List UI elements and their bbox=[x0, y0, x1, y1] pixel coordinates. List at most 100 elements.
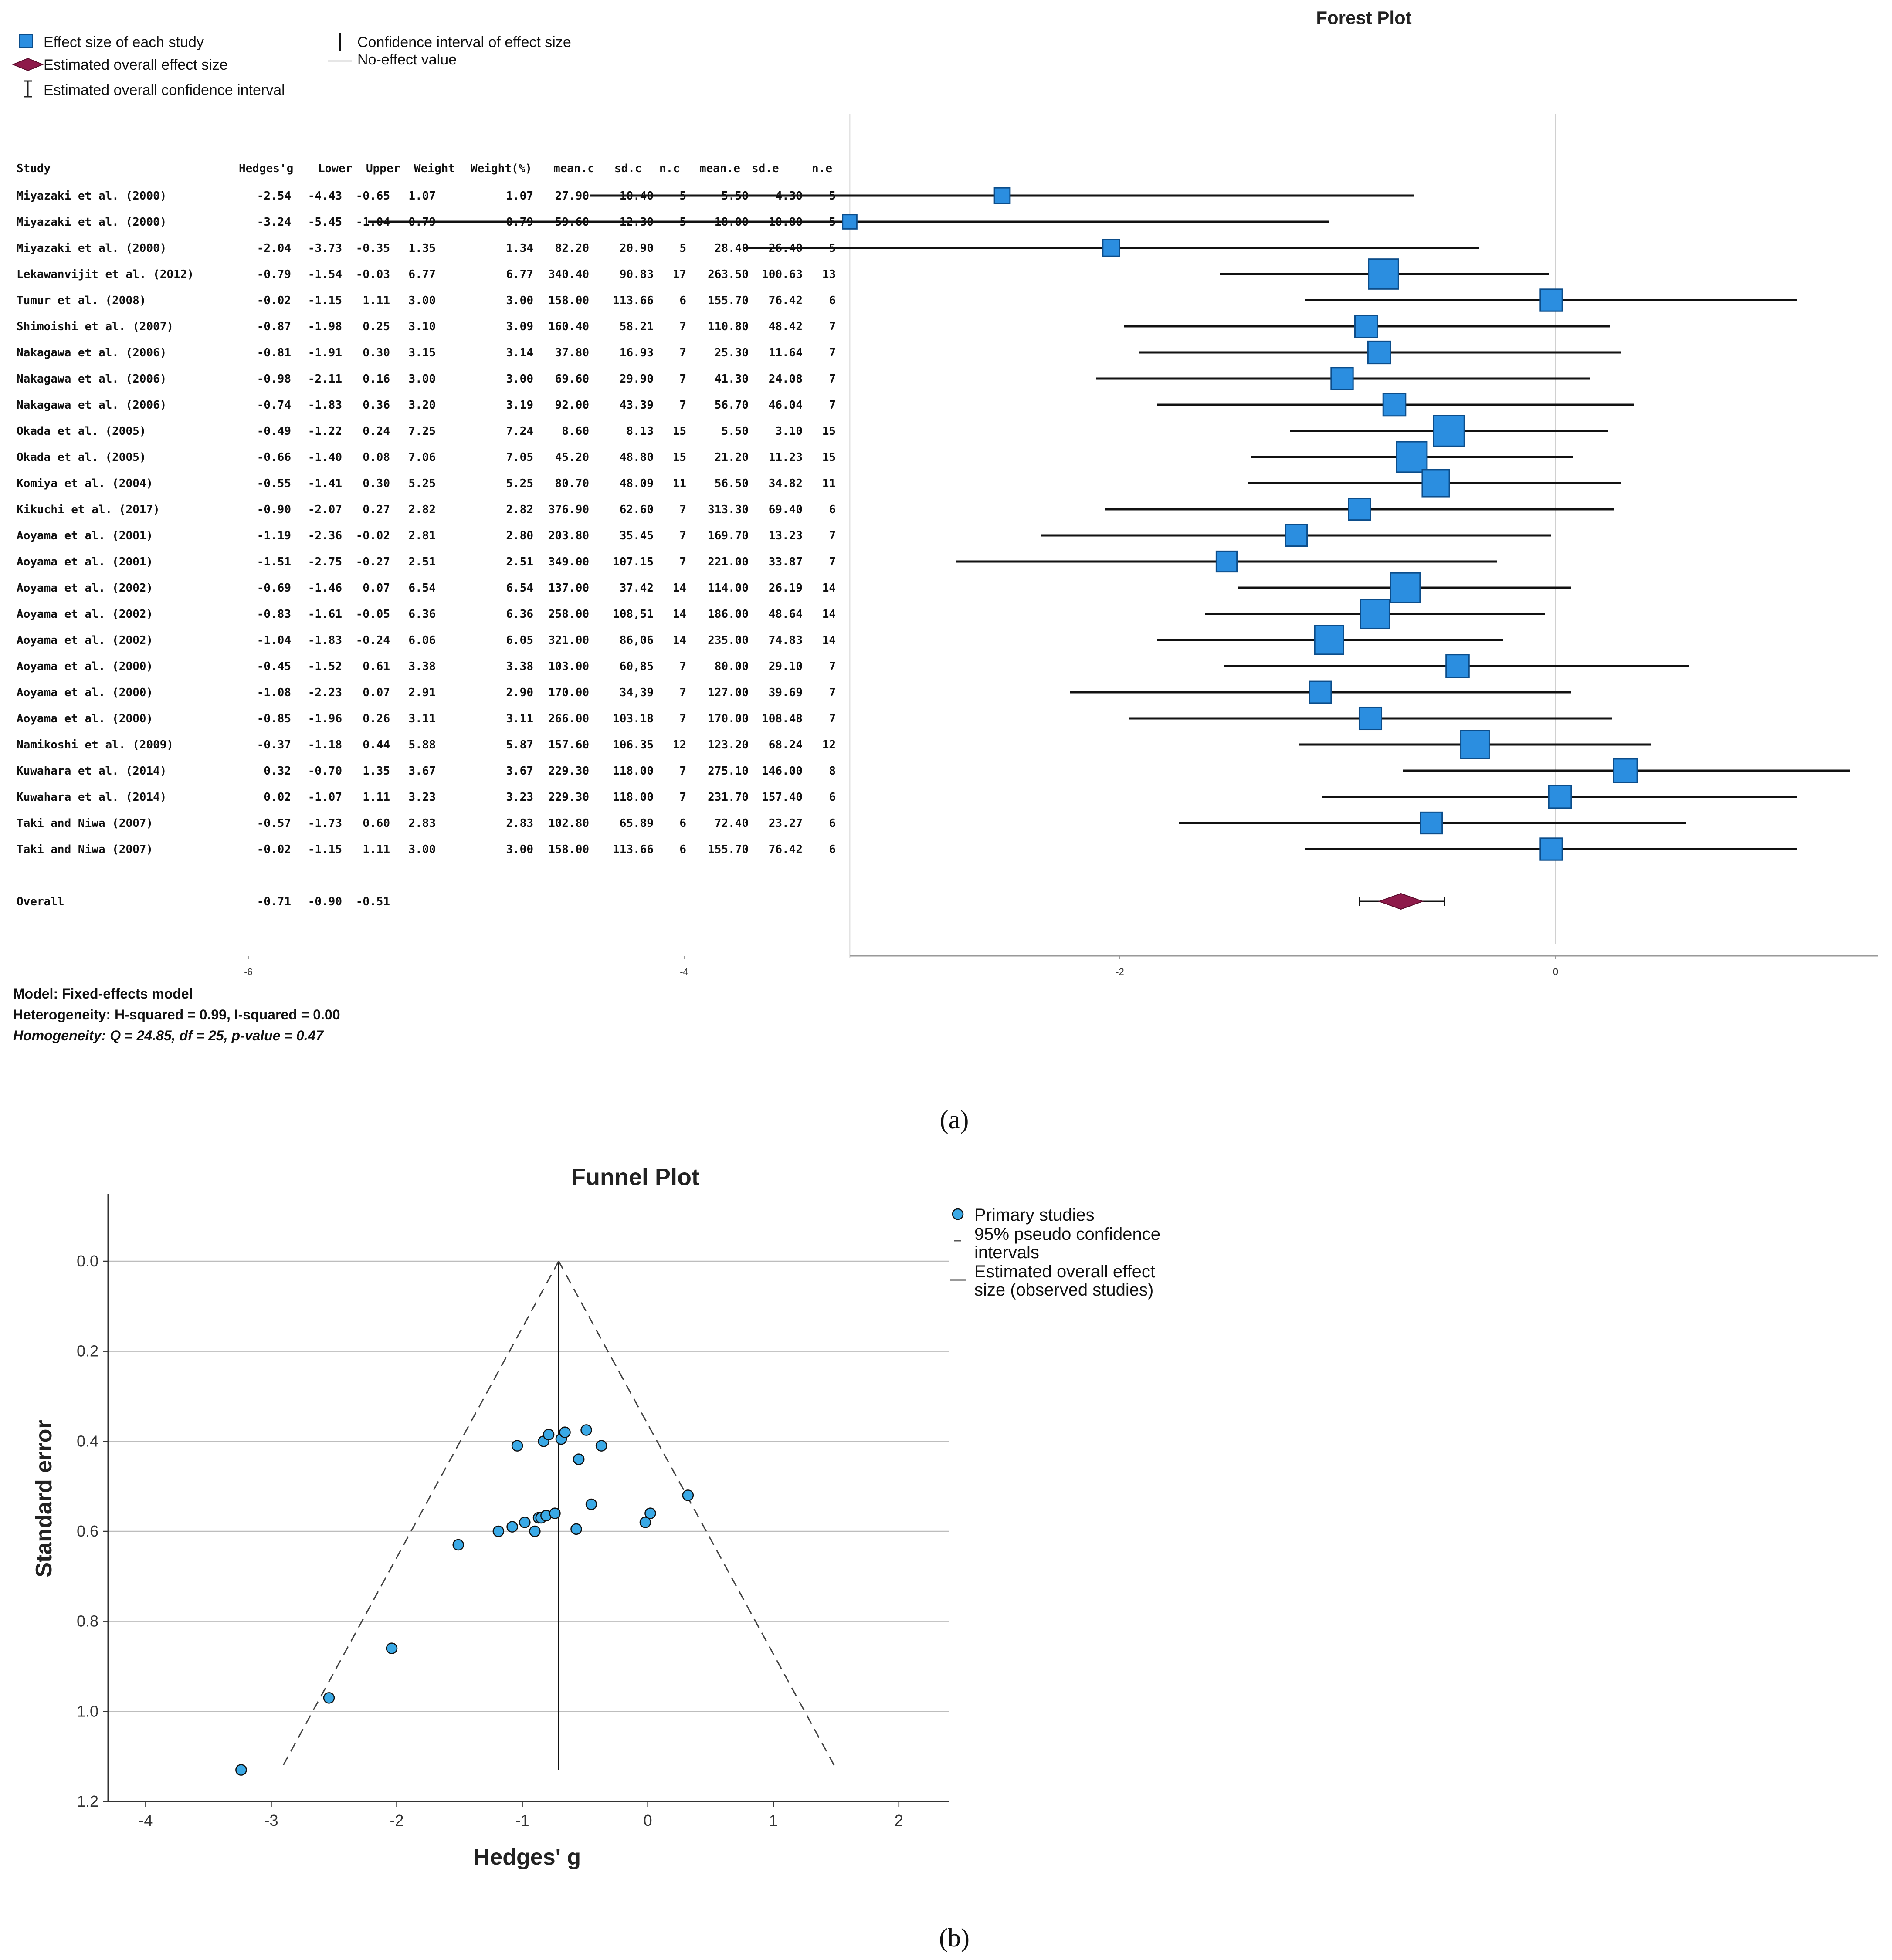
cell-weight_pct: 6.54 bbox=[506, 582, 533, 595]
cell-lower: -5.45 bbox=[308, 216, 342, 229]
cell-lower: -1.22 bbox=[308, 425, 342, 438]
cell-weight_pct: 3.09 bbox=[506, 320, 533, 333]
column-header: mean.c bbox=[553, 162, 594, 175]
column-header: Study bbox=[17, 162, 51, 175]
cell-mean_e: 110.80 bbox=[708, 320, 749, 333]
cell-weight: 3.00 bbox=[408, 372, 436, 386]
study-point bbox=[506, 1521, 518, 1533]
cell-upper: 0.44 bbox=[363, 738, 390, 752]
cell-n_e: 14 bbox=[822, 634, 836, 647]
cell-upper: -0.05 bbox=[356, 608, 390, 621]
cell-study: Nakagawa et al. (2006) bbox=[17, 372, 166, 386]
cell-lower: -2.23 bbox=[308, 686, 342, 699]
cell-lower: -1.83 bbox=[308, 399, 342, 412]
cell-lower: -1.96 bbox=[308, 712, 342, 725]
cell-mean_c: 229.30 bbox=[548, 765, 589, 778]
cell-mean_e: 275.10 bbox=[708, 765, 749, 778]
cell-lower: -1.61 bbox=[308, 608, 342, 621]
cell-sd_c: 113.66 bbox=[613, 294, 654, 307]
cell-g: -1.08 bbox=[257, 686, 291, 699]
cell-sd_e: 23.27 bbox=[769, 817, 803, 830]
cell-weight_pct: 3.19 bbox=[506, 399, 533, 412]
cell-n_e: 11 bbox=[822, 477, 836, 490]
cell-study: Shimoishi et al. (2007) bbox=[17, 320, 173, 333]
cell-mean_e: 155.70 bbox=[708, 843, 749, 856]
cell-g: -0.79 bbox=[257, 268, 291, 281]
funnel-y-tick-label: 1.2 bbox=[77, 1792, 98, 1810]
cell-n_e: 6 bbox=[829, 294, 836, 307]
cell-upper: -0.35 bbox=[356, 242, 390, 255]
cell-weight: 2.51 bbox=[408, 555, 436, 569]
funnel-y-tick-label: 0.4 bbox=[77, 1432, 98, 1450]
effect-size-square bbox=[1539, 837, 1563, 861]
cell-g: -0.66 bbox=[257, 451, 291, 464]
cell-weight: 3.20 bbox=[408, 399, 436, 412]
cell-mean_e: 80.00 bbox=[715, 660, 749, 673]
funnel-x-tick-label: 1 bbox=[769, 1811, 778, 1829]
cell-g: -0.98 bbox=[257, 372, 291, 386]
cell-n_c: 7 bbox=[679, 399, 686, 412]
cell-study: Lekawanvijit et al. (2012) bbox=[17, 268, 194, 281]
forest-tick-label: -4 bbox=[680, 966, 688, 977]
cell-weight: 6.54 bbox=[408, 582, 436, 595]
effect-size-square bbox=[1215, 550, 1238, 573]
cell-mean_c: 37.80 bbox=[555, 346, 589, 359]
overall-lower: -0.90 bbox=[308, 895, 342, 908]
effect-size-square bbox=[1539, 288, 1563, 312]
cell-weight: 3.23 bbox=[408, 791, 436, 804]
cell-sd_e: 34.82 bbox=[769, 477, 803, 490]
funnel-x-tick-label: -1 bbox=[515, 1811, 529, 1829]
heterogeneity-note: Heterogeneity: H-squared = 0.99, I-squar… bbox=[13, 1007, 340, 1022]
cell-upper: 0.27 bbox=[363, 503, 390, 516]
table-row: Miyazaki et al. (2000) -2.54 -4.43 -0.65 1.0… bbox=[17, 190, 836, 203]
cell-n_c: 17 bbox=[673, 268, 686, 281]
cell-study: Aoyama et al. (2002) bbox=[17, 634, 153, 647]
cell-upper: 1.11 bbox=[363, 791, 390, 804]
cell-study: Kuwahara et al. (2014) bbox=[17, 791, 166, 804]
cell-sd_e: 46.04 bbox=[769, 399, 803, 412]
effect-size-square bbox=[1330, 367, 1354, 390]
cell-sd_e: 11.64 bbox=[769, 346, 803, 359]
table-row: Aoyama et al. (2001) -1.19 -2.36 -0.02 2.81 2… bbox=[17, 529, 836, 542]
table-row: Aoyama et al. (2002) -0.83 -1.61 -0.05 6.36 6… bbox=[17, 608, 836, 621]
table-row: Namikoshi et al. (2009) -0.37 -1.18 0.44 5.8… bbox=[17, 738, 836, 752]
cell-mean_c: 92.00 bbox=[555, 399, 589, 412]
effect-size-square bbox=[1368, 258, 1399, 290]
cell-study: Nakagawa et al. (2006) bbox=[17, 346, 166, 359]
cell-weight: 2.83 bbox=[408, 817, 436, 830]
cell-n_c: 12 bbox=[673, 738, 686, 752]
cell-lower: -1.15 bbox=[308, 294, 342, 307]
study-point bbox=[573, 1453, 585, 1465]
study-point bbox=[682, 1489, 694, 1501]
cell-sd_c: 118.00 bbox=[613, 791, 654, 804]
study-point bbox=[644, 1507, 656, 1519]
effect-size-square bbox=[1309, 680, 1332, 704]
effect-size-square bbox=[1460, 730, 1490, 759]
cell-n_e: 14 bbox=[822, 582, 836, 595]
cell-mean_c: 170.00 bbox=[548, 686, 589, 699]
cell-weight: 3.00 bbox=[408, 843, 436, 856]
cell-lower: -2.07 bbox=[308, 503, 342, 516]
study-point bbox=[235, 1764, 247, 1776]
cell-mean_e: 123.20 bbox=[708, 738, 749, 752]
cell-upper: -0.27 bbox=[356, 555, 390, 569]
cell-mean_e: 5.50 bbox=[721, 425, 749, 438]
cell-mean_c: 266.00 bbox=[548, 712, 589, 725]
cell-n_c: 7 bbox=[679, 555, 686, 569]
funnel-plot-frame bbox=[108, 1194, 949, 1801]
cell-weight: 3.11 bbox=[408, 712, 436, 725]
cell-mean_c: 340.40 bbox=[548, 268, 589, 281]
cell-weight_pct: 3.00 bbox=[506, 294, 533, 307]
column-header: Lower bbox=[318, 162, 352, 175]
legend-overall-line1: Estimated overall effect bbox=[974, 1262, 1155, 1281]
cell-sd_e: 29.10 bbox=[769, 660, 803, 673]
cell-sd_c: 16.93 bbox=[620, 346, 654, 359]
effect-size-square bbox=[1354, 315, 1378, 338]
cell-weight: 6.77 bbox=[408, 268, 436, 281]
cell-n_c: 14 bbox=[673, 608, 686, 621]
cell-sd_c: 106.35 bbox=[613, 738, 654, 752]
cell-study: Okada et al. (2005) bbox=[17, 451, 146, 464]
cell-study: Taki and Niwa (2007) bbox=[17, 843, 153, 856]
cell-weight_pct: 3.11 bbox=[506, 712, 533, 725]
column-header: Hedges'g bbox=[239, 162, 293, 175]
